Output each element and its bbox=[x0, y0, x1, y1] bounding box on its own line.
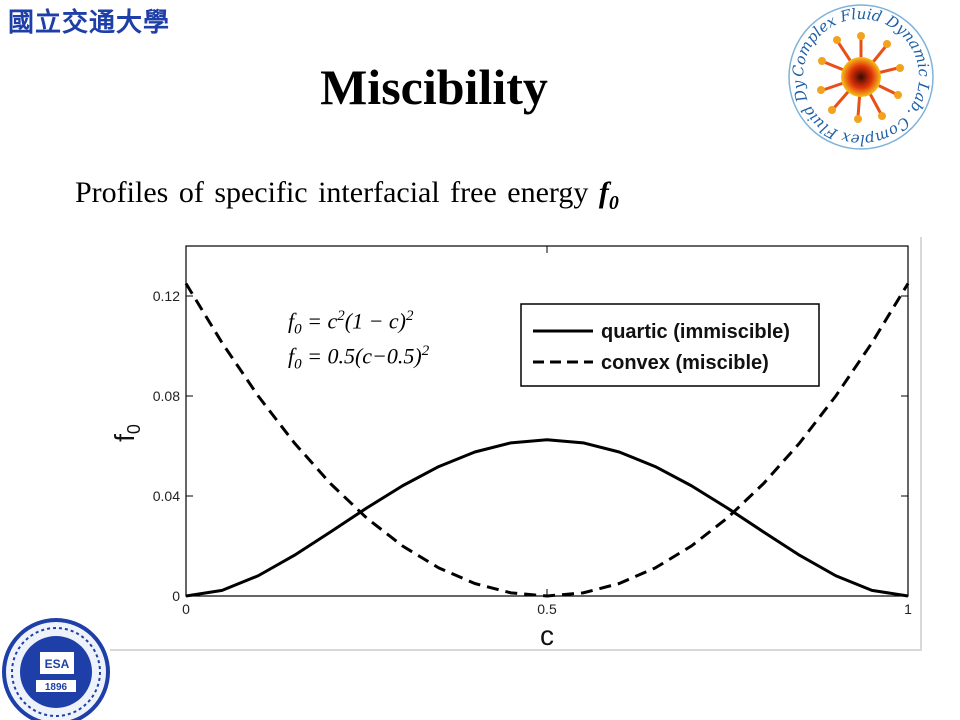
x-ticks: 0 0.5 1 bbox=[182, 246, 912, 617]
y-tick-label: 0.08 bbox=[153, 388, 180, 404]
subtitle-text: Profiles of specific interfacial free en… bbox=[75, 176, 589, 209]
x-axis-label: c bbox=[540, 620, 554, 649]
formula-convex: f0 = 0.5(c−0.5)2 bbox=[288, 343, 430, 373]
legend-label-quartic: quartic (immiscible) bbox=[601, 321, 790, 343]
y-tick-label: 0.04 bbox=[153, 488, 180, 504]
plot-area bbox=[185, 245, 909, 597]
logo-outer-ring bbox=[788, 4, 934, 150]
x-tick-label: 0.5 bbox=[537, 601, 557, 617]
slide-subtitle: Profiles of specific interfacial free en… bbox=[75, 176, 619, 215]
y-tick-label: 0 bbox=[172, 588, 180, 604]
university-name: 國立交通大學 bbox=[8, 8, 171, 38]
logo-splash bbox=[817, 32, 904, 123]
slide-title: Miscibility bbox=[320, 59, 548, 115]
free-energy-chart: 00.040.080.12 0 0.5 1 quartic (immiscible)… bbox=[110, 245, 912, 649]
chart-figure: 0 0.04 0.08 0.12 0 0.5 1 quartic (immiscible)… bbox=[110, 237, 922, 651]
legend-box bbox=[520, 303, 820, 387]
series-line-1 bbox=[184, 282, 910, 598]
seal-emblem bbox=[40, 652, 74, 674]
y-tick-label: 0.12 bbox=[153, 288, 180, 304]
x-tick-label: 1 bbox=[904, 601, 912, 617]
series-lines bbox=[184, 282, 910, 598]
y-axis-label: f0 bbox=[110, 424, 144, 442]
formula-quartic: f0 = c2(1 − c)2 bbox=[288, 308, 414, 338]
subtitle-symbol: f0 bbox=[598, 176, 619, 214]
legend: quartic (immiscible) convex (miscible) bbox=[520, 303, 820, 387]
university-seal: ESA 1896 bbox=[2, 618, 110, 720]
seal-text: ESA bbox=[45, 657, 70, 671]
series-line-0 bbox=[185, 438, 909, 598]
lab-logo: Complex Fluid Dynamic Lab. Complex Fluid… bbox=[786, 2, 934, 150]
x-tick-label: 0 bbox=[182, 601, 190, 617]
seal-year: 1896 bbox=[45, 682, 68, 693]
legend-label-convex: convex (miscible) bbox=[601, 352, 769, 374]
